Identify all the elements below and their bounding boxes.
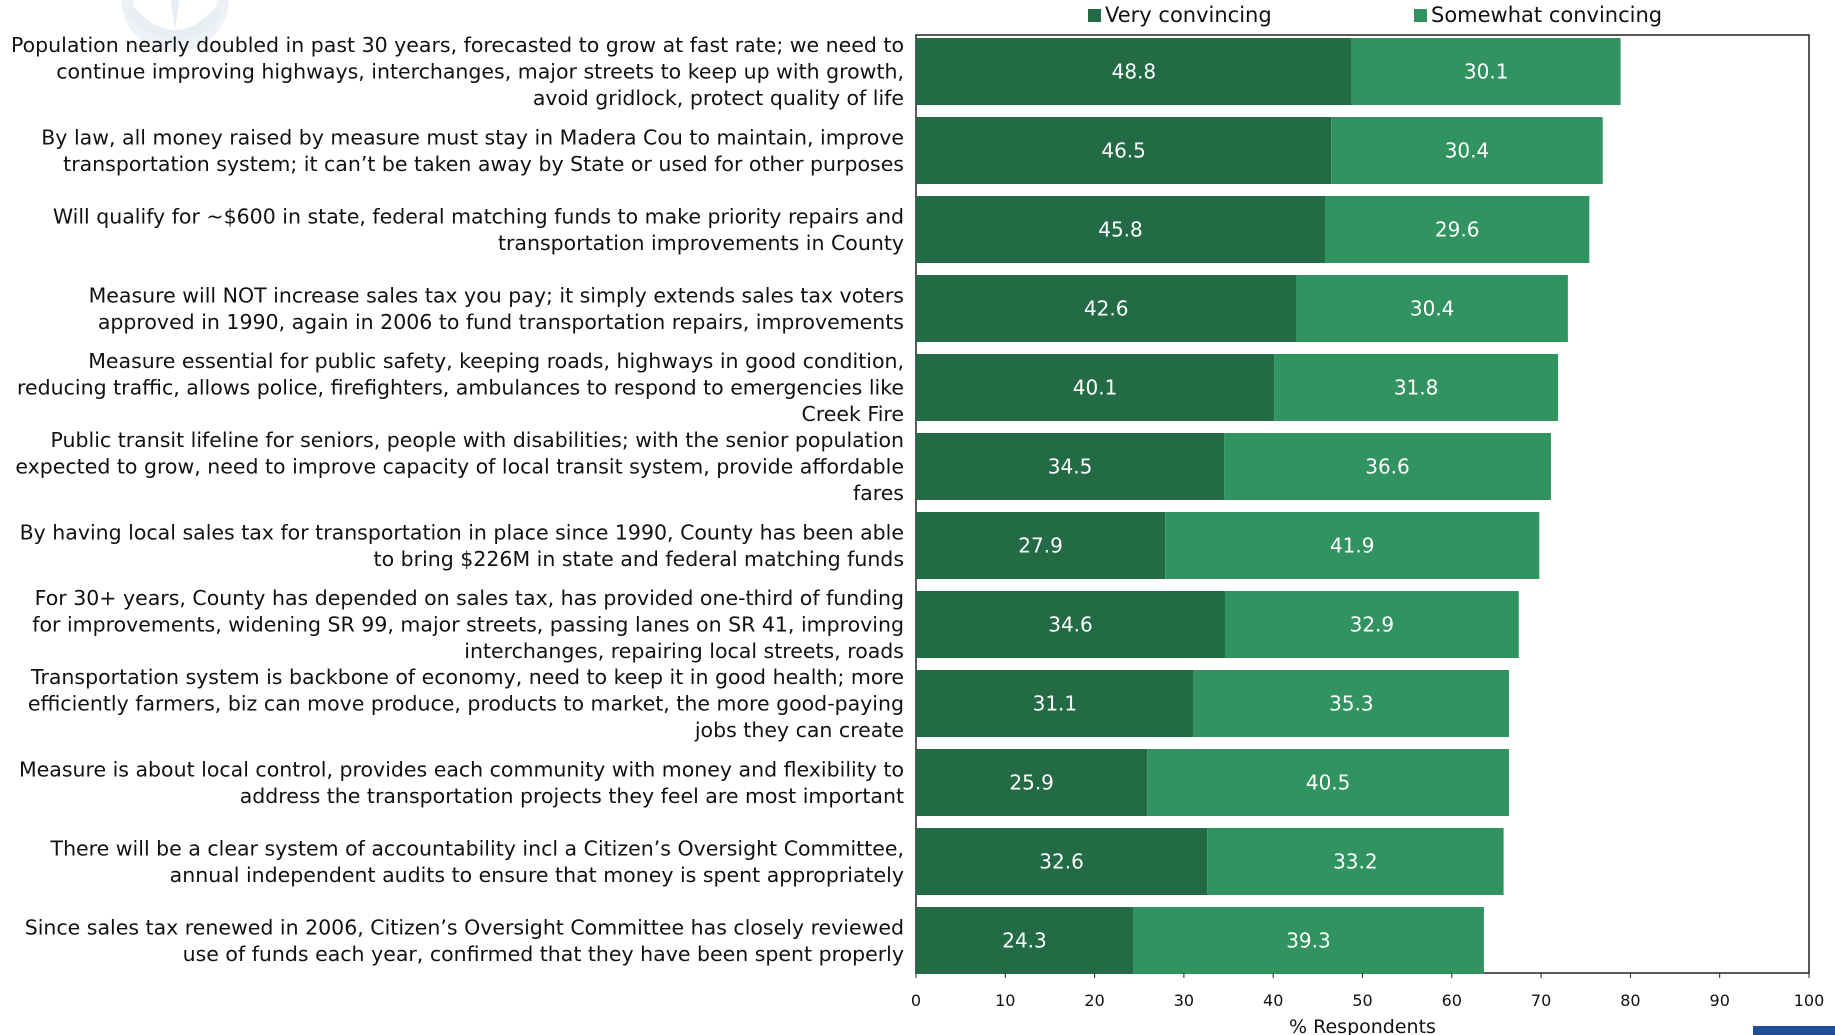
data-label-somewhat-5: 31.8 xyxy=(1394,376,1439,400)
bar-somewhat-9 xyxy=(1193,670,1509,737)
bar-somewhat-8 xyxy=(1224,591,1519,658)
x-tick-label-80: 80 xyxy=(1620,991,1640,1010)
logo-watermark xyxy=(121,0,229,50)
bar-very-3 xyxy=(916,196,1325,263)
category-label-10: Measure is about local control, provides… xyxy=(19,757,904,808)
bar-somewhat-10 xyxy=(1147,749,1509,816)
bar-somewhat-7 xyxy=(1165,512,1540,579)
x-axis-label: % Respondents xyxy=(1289,1016,1436,1035)
bar-very-5 xyxy=(916,354,1275,421)
data-label-somewhat-11: 33.2 xyxy=(1333,850,1378,874)
data-label-somewhat-1: 30.1 xyxy=(1464,60,1509,84)
legend-item-very-convincing: Very convincing xyxy=(1088,3,1272,27)
x-tick-label-20: 20 xyxy=(1084,991,1104,1010)
x-tick-label-70: 70 xyxy=(1531,991,1551,1010)
bar-somewhat-3 xyxy=(1324,196,1590,263)
bar-very-10 xyxy=(916,749,1148,816)
data-label-somewhat-8: 32.9 xyxy=(1350,613,1395,637)
bar-very-1 xyxy=(916,38,1352,105)
legend-label: Very convincing xyxy=(1105,3,1272,27)
x-tick-label-60: 60 xyxy=(1442,991,1462,1010)
category-label-6: Public transit lifeline for seniors, peo… xyxy=(15,428,904,505)
chart-legend: Very convincing Somewhat convincing xyxy=(0,3,1835,27)
data-label-very-10: 25.9 xyxy=(1009,771,1054,795)
bar-somewhat-12 xyxy=(1132,907,1484,974)
category-label-3: Will qualify for ~$600 in state, federal… xyxy=(53,204,904,255)
corner-accent xyxy=(1753,1026,1835,1035)
bar-somewhat-5 xyxy=(1274,354,1559,421)
bar-very-4 xyxy=(916,275,1297,342)
data-label-very-8: 34.6 xyxy=(1048,613,1093,637)
data-label-somewhat-12: 39.3 xyxy=(1286,929,1331,953)
data-label-somewhat-9: 35.3 xyxy=(1329,692,1374,716)
bar-somewhat-11 xyxy=(1207,828,1504,895)
bar-very-8 xyxy=(916,591,1225,658)
data-label-somewhat-2: 30.4 xyxy=(1445,139,1490,163)
legend-item-somewhat-convincing: Somewhat convincing xyxy=(1414,3,1662,27)
x-tick-label-40: 40 xyxy=(1263,991,1283,1010)
data-label-very-9: 31.1 xyxy=(1033,692,1078,716)
bar-very-2 xyxy=(916,117,1332,184)
bar-very-7 xyxy=(916,512,1166,579)
data-label-somewhat-6: 36.6 xyxy=(1365,455,1410,479)
x-tick-label-0: 0 xyxy=(911,991,921,1010)
category-label-2: By law, all money raised by measure must… xyxy=(41,125,904,176)
bar-very-11 xyxy=(916,828,1208,895)
category-label-12: Since sales tax renewed in 2006, Citizen… xyxy=(25,915,904,966)
category-label-9: Transportation system is backbone of eco… xyxy=(28,665,904,742)
data-label-somewhat-7: 41.9 xyxy=(1330,534,1375,558)
category-label-8: For 30+ years, County has depended on sa… xyxy=(32,586,904,663)
category-label-5: Measure essential for public safety, kee… xyxy=(17,349,904,426)
category-label-11: There will be a clear system of accounta… xyxy=(50,836,904,887)
legend-swatch xyxy=(1414,8,1427,22)
data-label-very-7: 27.9 xyxy=(1018,534,1063,558)
x-tick-label-10: 10 xyxy=(995,991,1015,1010)
bar-very-9 xyxy=(916,670,1194,737)
category-label-4: Measure will NOT increase sales tax you … xyxy=(89,283,904,334)
legend-swatch xyxy=(1088,8,1101,22)
category-label-1: Population nearly doubled in past 30 yea… xyxy=(11,33,904,110)
data-label-very-6: 34.5 xyxy=(1048,455,1093,479)
x-tick-label-30: 30 xyxy=(1174,991,1194,1010)
data-label-somewhat-4: 30.4 xyxy=(1410,297,1455,321)
data-label-very-5: 40.1 xyxy=(1073,376,1118,400)
data-label-very-11: 32.6 xyxy=(1039,850,1084,874)
data-label-somewhat-10: 40.5 xyxy=(1306,771,1351,795)
bar-somewhat-6 xyxy=(1224,433,1551,500)
data-label-very-3: 45.8 xyxy=(1098,218,1143,242)
data-label-somewhat-3: 29.6 xyxy=(1435,218,1480,242)
x-tick-label-90: 90 xyxy=(1710,991,1730,1010)
bar-very-6 xyxy=(916,433,1225,500)
bar-somewhat-2 xyxy=(1331,117,1603,184)
data-label-very-1: 48.8 xyxy=(1112,60,1157,84)
x-tick-label-50: 50 xyxy=(1352,991,1372,1010)
data-label-very-12: 24.3 xyxy=(1002,929,1047,953)
legend-label: Somewhat convincing xyxy=(1431,3,1663,27)
category-label-7: By having local sales tax for transporta… xyxy=(20,520,904,571)
bar-somewhat-1 xyxy=(1351,38,1621,105)
x-tick-label-100: 100 xyxy=(1794,991,1825,1010)
data-label-very-2: 46.5 xyxy=(1101,139,1146,163)
bar-very-12 xyxy=(916,907,1133,974)
bar-somewhat-4 xyxy=(1296,275,1568,342)
data-label-very-4: 42.6 xyxy=(1084,297,1129,321)
